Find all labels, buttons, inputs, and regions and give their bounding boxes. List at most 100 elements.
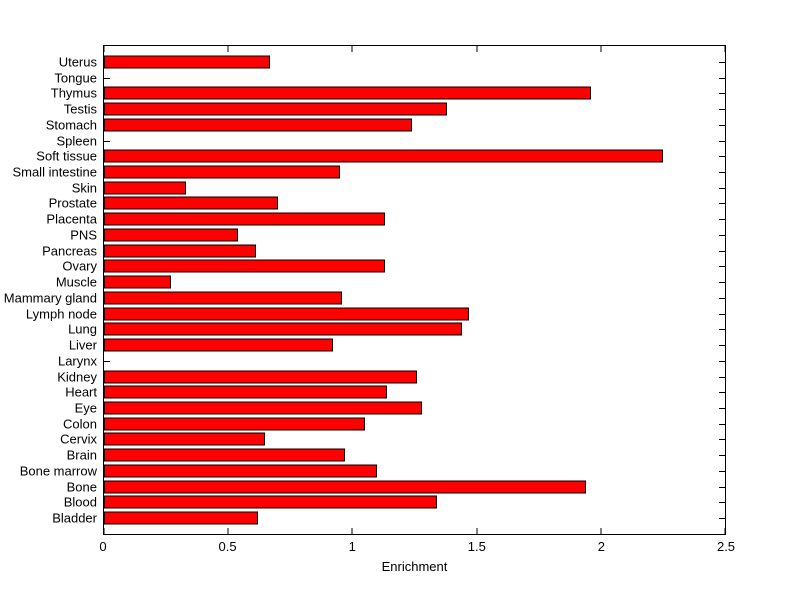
bar-row-ovary: Ovary bbox=[62, 259, 725, 275]
bar-ovary bbox=[104, 259, 385, 273]
bar-row-muscle: Muscle bbox=[56, 274, 725, 290]
y-tick-label-soft-tissue: Soft tissue bbox=[36, 148, 97, 164]
y-tick-label-prostate: Prostate bbox=[48, 195, 97, 211]
x-axis-tick-top bbox=[476, 46, 478, 52]
y-axis-tick-right bbox=[719, 203, 725, 205]
bar-row-bone-marrow: Bone marrow bbox=[20, 463, 725, 479]
y-axis-tick-right bbox=[719, 93, 725, 95]
x-axis-tick-top bbox=[724, 46, 726, 52]
bar-bone bbox=[104, 480, 586, 494]
y-axis-tick-right bbox=[719, 313, 725, 315]
y-axis-tick-left bbox=[104, 140, 110, 142]
y-axis-tick-right bbox=[719, 502, 725, 504]
bar-row-lymph-node: Lymph node bbox=[26, 306, 725, 322]
bar-mammary-gland bbox=[104, 291, 343, 305]
y-tick-label-colon: Colon bbox=[63, 416, 97, 432]
y-axis-tick-right bbox=[719, 423, 725, 425]
y-tick-label-skin: Skin bbox=[71, 180, 97, 196]
y-axis-tick-right bbox=[719, 392, 725, 394]
y-tick-label-tongue: Tongue bbox=[54, 70, 97, 86]
y-tick-label-larynx: Larynx bbox=[57, 353, 97, 369]
y-axis-tick-right bbox=[719, 486, 725, 488]
x-tick-label-2-5: 2.5 bbox=[716, 539, 736, 554]
y-axis-tick-right bbox=[719, 297, 725, 299]
y-axis-tick-right bbox=[719, 329, 725, 331]
bar-row-thymus: Thymus bbox=[51, 85, 725, 101]
x-tick-label-0: 0 bbox=[99, 539, 107, 554]
bar-soft-tissue bbox=[104, 149, 663, 163]
bar-row-small-intestine: Small intestine bbox=[12, 164, 725, 180]
bar-row-stomach: Stomach bbox=[46, 117, 725, 133]
y-axis-tick-right bbox=[719, 518, 725, 520]
y-axis-tick-right bbox=[719, 109, 725, 111]
bar-row-bladder: Bladder bbox=[52, 510, 725, 526]
y-tick-label-placenta: Placenta bbox=[46, 211, 97, 227]
plot-box: Uterus Tongue Thymus Testis Stomach Spleen Sof… bbox=[4, 45, 726, 535]
x-tick-label-0-5: 0.5 bbox=[218, 539, 237, 554]
y-tick-label-bone: Bone bbox=[66, 479, 97, 495]
bar-uterus bbox=[104, 55, 271, 69]
bar-row-heart: Heart bbox=[65, 384, 725, 400]
bar-prostate bbox=[104, 196, 278, 210]
x-axis-tick-bottom bbox=[476, 528, 478, 534]
x-axis-label: Enrichment bbox=[381, 559, 448, 574]
bar-row-bone: Bone bbox=[67, 479, 725, 495]
bar-heart bbox=[104, 385, 388, 399]
y-tick-label-bladder: Bladder bbox=[52, 510, 97, 526]
y-tick-label-muscle: Muscle bbox=[55, 274, 97, 290]
y-axis-tick-left bbox=[104, 77, 110, 79]
y-axis-tick-right bbox=[719, 234, 725, 236]
bar-row-skin: Skin bbox=[72, 180, 725, 196]
y-axis-tick-right bbox=[719, 61, 725, 63]
bar-placenta bbox=[104, 212, 385, 226]
y-axis-tick-right bbox=[719, 219, 725, 221]
y-tick-label-blood: Blood bbox=[63, 494, 97, 510]
y-tick-label-uterus: Uterus bbox=[58, 54, 97, 70]
x-axis-tick-top bbox=[600, 46, 602, 52]
bar-cervix bbox=[104, 432, 266, 446]
bar-colon bbox=[104, 417, 365, 431]
bar-muscle bbox=[104, 275, 172, 289]
y-axis-tick-left bbox=[104, 360, 110, 362]
y-tick-label-lymph-node: Lymph node bbox=[25, 306, 97, 322]
x-axis-tick-bottom bbox=[724, 528, 726, 534]
bar-pancreas bbox=[104, 244, 256, 258]
y-tick-label-testis: Testis bbox=[63, 101, 97, 117]
x-axis-tick-bottom bbox=[103, 528, 105, 534]
bar-bladder bbox=[104, 511, 258, 525]
x-axis-tick-top bbox=[351, 46, 353, 52]
bar-row-spleen: Spleen bbox=[57, 133, 725, 149]
bar-testis bbox=[104, 102, 447, 116]
y-axis-tick-right bbox=[719, 470, 725, 472]
bar-blood bbox=[104, 495, 437, 509]
y-axis-tick-right bbox=[719, 172, 725, 173]
x-axis-tick-top bbox=[227, 46, 229, 52]
bar-row-pns: PNS bbox=[70, 227, 725, 243]
bar-row-testis: Testis bbox=[64, 101, 725, 117]
y-tick-label-spleen: Spleen bbox=[56, 133, 97, 149]
y-axis-tick-right bbox=[719, 140, 725, 142]
x-tick-label-1: 1 bbox=[348, 539, 356, 554]
bar-small-intestine bbox=[104, 165, 340, 179]
y-axis-tick-right bbox=[719, 345, 725, 347]
bar-row-pancreas: Pancreas bbox=[42, 243, 725, 259]
bar-row-kidney: Kidney bbox=[57, 369, 725, 385]
bar-pns bbox=[104, 228, 239, 242]
x-tick-label-2: 2 bbox=[597, 539, 606, 554]
y-tick-label-stomach: Stomach bbox=[45, 117, 97, 133]
y-axis-tick-right bbox=[719, 250, 725, 252]
bar-stomach bbox=[104, 118, 413, 132]
y-axis-tick-right bbox=[719, 156, 725, 158]
bar-row-prostate: Prostate bbox=[49, 196, 725, 212]
y-axis-tick-right bbox=[719, 360, 725, 362]
x-tick-labels: 0 0.5 1 1.5 2 2.5 bbox=[99, 539, 735, 554]
bar-row-lung: Lung bbox=[68, 321, 725, 337]
bar-row-blood: Blood bbox=[64, 495, 725, 511]
x-axis-tick-bottom bbox=[351, 528, 353, 534]
x-tick-label-1-5: 1.5 bbox=[467, 539, 486, 554]
x-axis-tick-top bbox=[103, 46, 105, 52]
y-axis-tick-right bbox=[719, 124, 725, 126]
bar-row-eye: Eye bbox=[75, 400, 725, 416]
bar-row-brain: Brain bbox=[67, 447, 725, 463]
bar-row-uterus: Uterus bbox=[59, 54, 725, 70]
